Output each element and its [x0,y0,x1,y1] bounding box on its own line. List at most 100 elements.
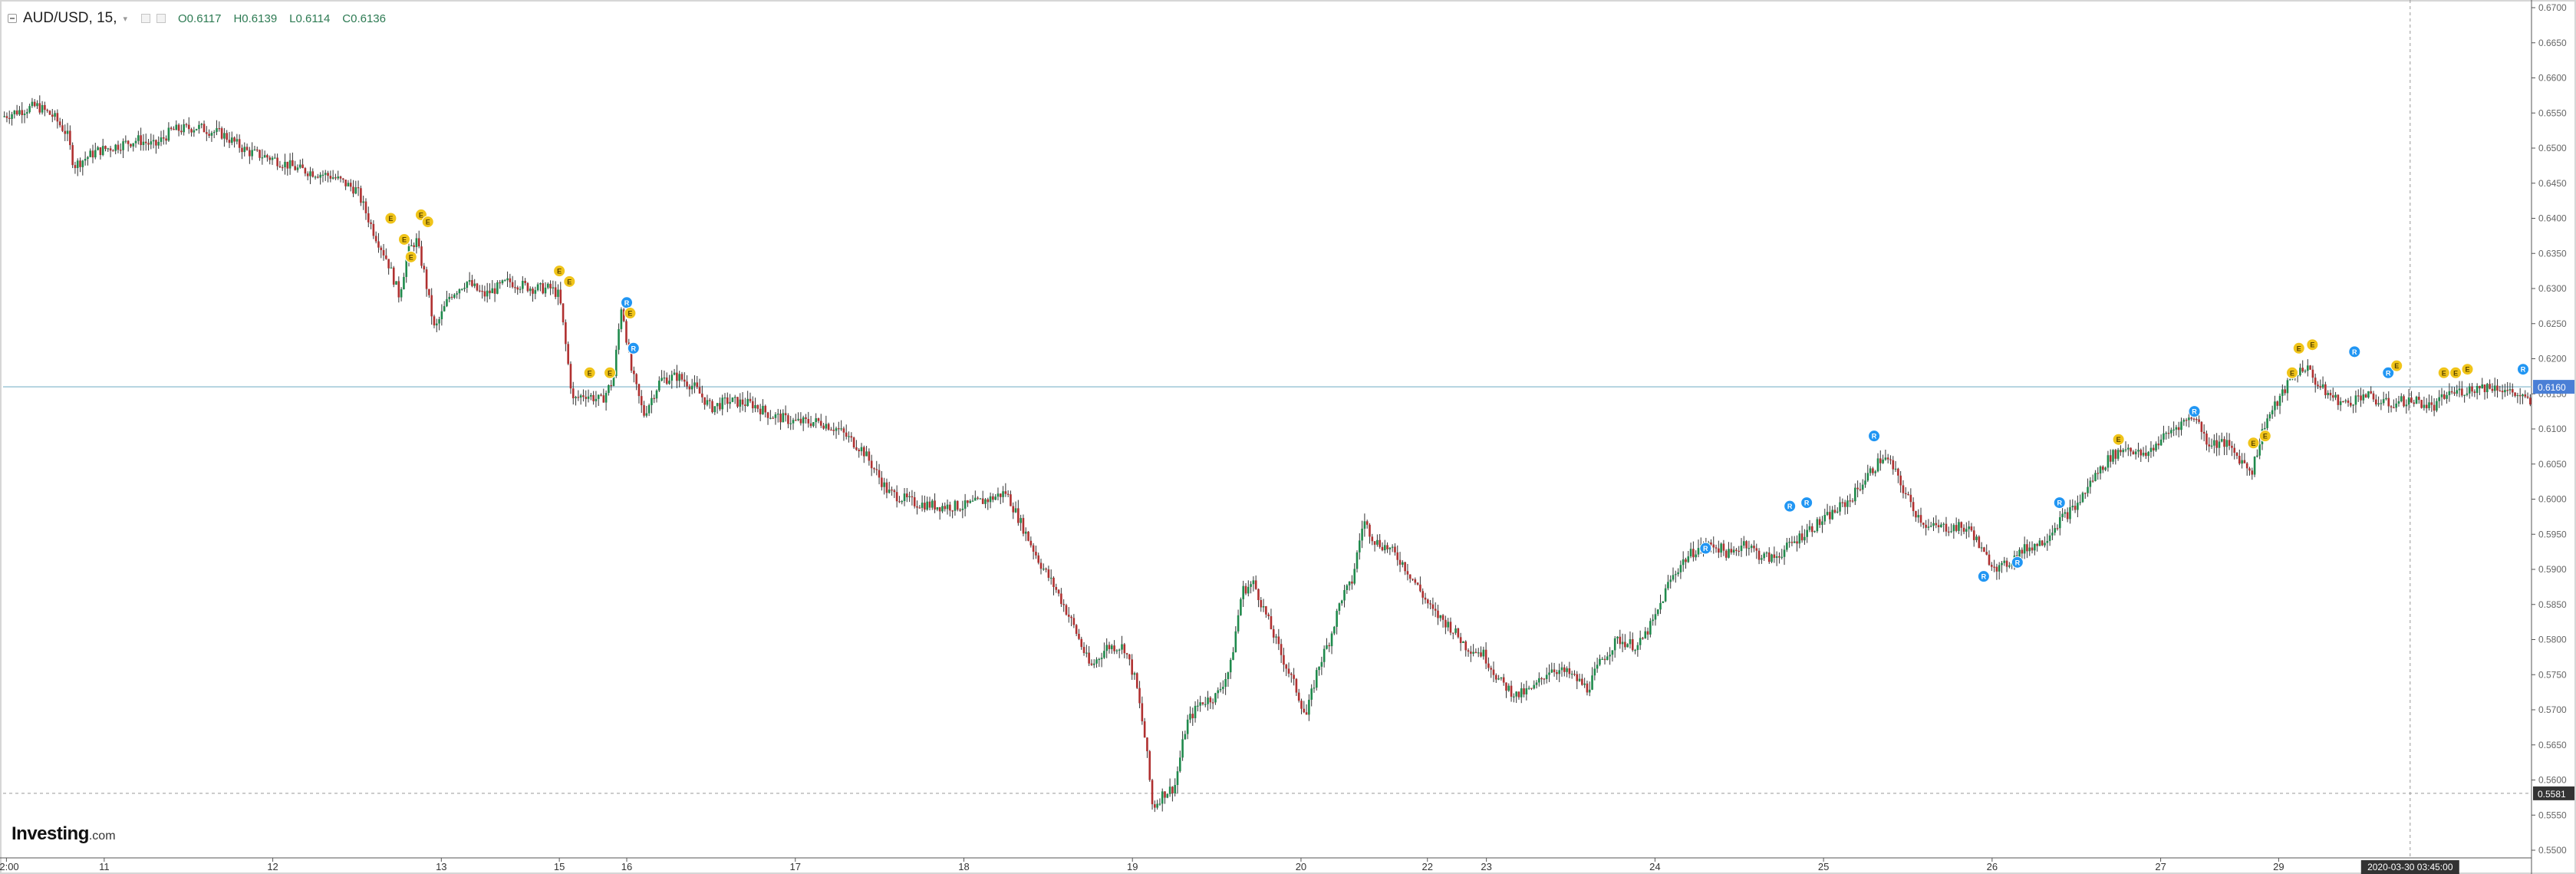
earnings-event-marker[interactable]: E [583,366,596,379]
investing-logo[interactable]: Investing.com [12,823,116,845]
x-tick-label: 24 [1649,861,1660,872]
candle-body [1414,579,1417,583]
earnings-event-marker[interactable]: E [421,216,434,229]
candle-body [1257,589,1260,601]
report-event-marker[interactable]: R [2188,405,2201,418]
report-event-marker[interactable]: R [2011,556,2024,569]
candle-body [48,110,51,115]
collapse-legend-icon[interactable] [8,14,17,23]
candle-body [526,282,529,292]
candle-body [117,144,120,150]
candle-body [2516,394,2519,397]
earnings-event-marker[interactable]: E [404,250,417,263]
marker-letter: E [2251,440,2255,447]
candle-body [592,394,595,401]
earnings-event-marker[interactable]: E [2292,341,2305,355]
earnings-event-marker[interactable]: E [2258,430,2271,443]
candle-body [1290,673,1293,675]
candle-body [453,294,456,298]
report-event-marker[interactable]: R [1800,496,1813,510]
candle-body [1260,600,1263,608]
candle-body [612,376,615,386]
report-event-marker[interactable]: R [2382,366,2395,379]
candle-body [177,124,180,131]
candle-body [2334,394,2337,398]
earnings-event-marker[interactable]: E [397,233,410,246]
candle-body [1745,541,1748,549]
report-event-marker[interactable]: R [1868,430,1881,443]
candle-body [1550,669,1553,673]
candle-body [1591,675,1593,690]
earnings-event-marker[interactable]: E [553,265,566,278]
earnings-event-marker[interactable]: E [2437,366,2450,379]
earnings-event-marker[interactable]: E [2306,338,2319,351]
candle-body [167,127,170,141]
candle-body [2058,517,2061,529]
candle-body [509,278,512,282]
candle-body [428,289,430,295]
candle-body [430,295,433,317]
candles-layer [3,95,2532,813]
candle-body [1391,546,1394,548]
report-event-marker[interactable]: R [1699,542,1712,555]
candle-body [54,113,56,117]
candle-body [58,121,61,126]
candle-body [1810,526,1813,533]
candle-body [230,137,233,143]
candle-body [212,131,216,134]
candle-body [1359,540,1361,552]
candle-body [1611,650,1614,655]
earnings-event-marker[interactable]: E [624,307,637,320]
candle-body [2235,453,2238,457]
settings-box-icon[interactable] [156,14,166,23]
earnings-event-marker[interactable]: E [384,212,397,225]
earnings-event-marker[interactable]: E [2112,433,2125,446]
candle-body [1962,527,1965,532]
earnings-event-marker[interactable]: E [2247,437,2260,450]
marker-letter: R [1872,433,1877,440]
earnings-event-marker[interactable]: E [563,275,576,288]
marker-letter: E [388,215,393,223]
report-event-marker[interactable]: R [2348,345,2361,358]
candle-body [1072,618,1076,625]
report-event-marker[interactable]: R [621,296,634,309]
chevron-down-icon[interactable]: ▾ [123,14,128,24]
earnings-event-marker[interactable]: E [2461,363,2474,376]
candle-body [387,259,390,269]
candle-body [865,451,868,457]
candle-body [2420,400,2423,408]
settings-box-icon[interactable] [141,14,151,23]
candle-body [1644,631,1647,638]
candle-body [1767,552,1771,562]
candle-body [2188,417,2190,421]
candle-body [2407,397,2410,405]
symbol-label[interactable]: AUD/USD, 15, [23,10,117,26]
candle-body [2175,427,2178,430]
candle-body [2114,450,2117,459]
candle-body [1626,644,1629,648]
earnings-event-marker[interactable]: E [2285,366,2298,379]
earnings-event-marker[interactable]: E [604,366,617,379]
earnings-event-marker[interactable]: E [2449,366,2462,379]
candle-body [261,157,264,159]
candle-body [1254,580,1257,589]
report-event-marker[interactable]: R [2053,496,2066,510]
candle-body [481,291,483,292]
candle-body [2202,431,2205,434]
candle-body [2074,506,2077,510]
report-event-marker[interactable]: R [2517,363,2530,376]
candle-body [448,296,451,299]
report-event-marker[interactable]: R [627,341,640,355]
candle-body [637,384,641,397]
candle-body [2163,433,2165,440]
candle-body [1649,621,1652,635]
candle-body [107,148,110,150]
candle-body [1490,668,1492,670]
report-event-marker[interactable]: R [1784,500,1797,513]
candle-body [122,141,124,150]
report-event-marker[interactable]: R [1977,570,1990,583]
earnings-event-marker[interactable]: E [2390,359,2403,372]
candle-body [1859,489,1862,490]
candle-body [132,143,135,147]
